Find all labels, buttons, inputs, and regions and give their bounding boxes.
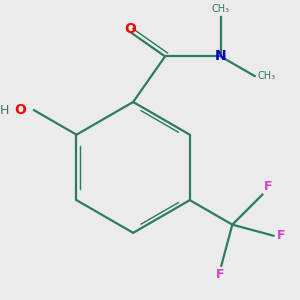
Text: O: O [124,22,136,36]
Text: O: O [14,103,26,117]
Text: N: N [215,50,226,63]
Text: CH₃: CH₃ [258,71,276,81]
Text: F: F [277,229,285,242]
Text: H: H [0,104,10,117]
Text: F: F [215,268,224,281]
Text: F: F [264,180,272,193]
Text: CH₃: CH₃ [212,4,230,14]
